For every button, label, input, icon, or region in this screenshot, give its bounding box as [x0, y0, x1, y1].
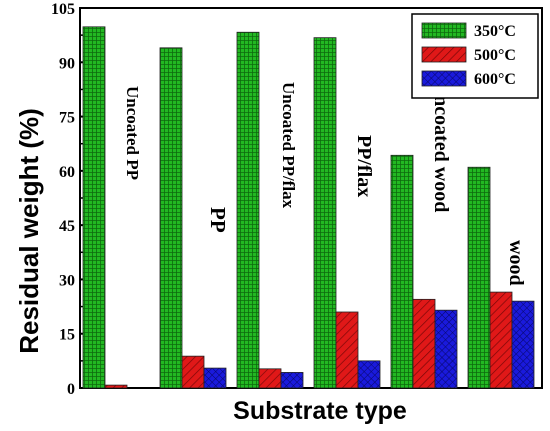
bar-series-3	[203, 367, 227, 389]
y-tick-label: 90	[59, 55, 75, 72]
legend-swatch	[421, 46, 467, 63]
bar-series-1	[313, 37, 337, 389]
y-tick-label: 0	[67, 381, 75, 398]
bar-series-1	[390, 154, 414, 389]
bar-series-3	[434, 309, 458, 389]
bar-series-1	[159, 47, 183, 389]
bar-series-2	[181, 355, 205, 389]
bar-series-3	[280, 372, 304, 389]
category-label: wood	[505, 240, 527, 286]
legend-swatch	[421, 22, 467, 39]
bar-series-2	[489, 291, 513, 389]
y-tick-label: 75	[59, 110, 75, 127]
bar-series-2	[104, 384, 128, 389]
bar-series-1	[467, 166, 491, 389]
bar-series-3	[511, 300, 535, 389]
category-labels: Uncoated PP PP Uncoated PP/flax PP/flax unco…	[123, 82, 527, 286]
bar-series-2	[335, 311, 359, 389]
bar-series-1	[236, 31, 260, 389]
bars	[82, 26, 535, 389]
y-tick-label: 45	[59, 218, 75, 235]
y-axis-title: Residual weight (%)	[14, 108, 44, 354]
y-tick-label: 15	[59, 327, 75, 344]
bar-series-2	[258, 368, 282, 389]
y-tick-label: 60	[59, 164, 75, 181]
bar-series-2	[412, 298, 436, 389]
y-tick-label: 30	[59, 272, 75, 289]
legend-swatch	[421, 70, 467, 87]
category-label: Uncoated PP/flax	[279, 82, 298, 209]
category-label: PP/flax	[353, 135, 375, 197]
y-tick-label: 105	[51, 1, 75, 18]
bar-series-3	[357, 360, 381, 389]
category-label: PP	[206, 207, 230, 233]
x-axis-title: Substrate type	[233, 397, 407, 425]
legend-label: 500°C	[474, 47, 516, 64]
category-label: uncoated wood	[430, 84, 452, 212]
legend-label: 350°C	[474, 23, 516, 40]
bar-series-1	[82, 26, 106, 389]
legend: 350°C 500°C 600°C	[411, 13, 539, 99]
legend-label: 600°C	[474, 71, 516, 88]
category-label: Uncoated PP	[123, 86, 142, 180]
